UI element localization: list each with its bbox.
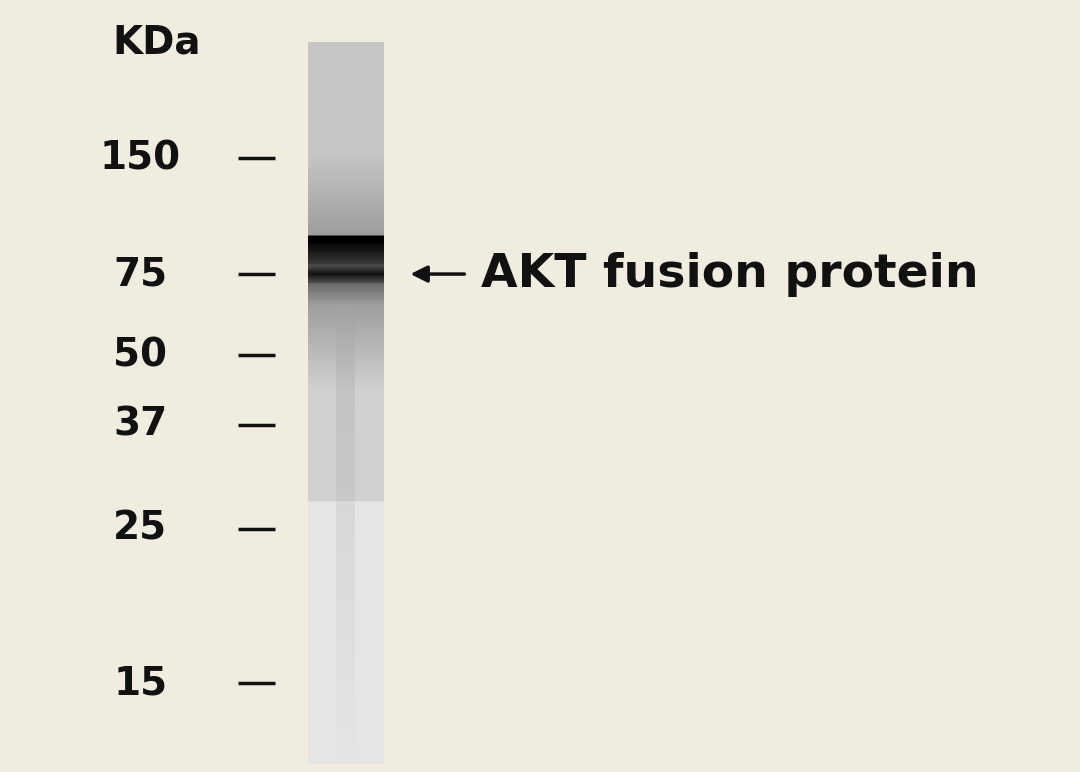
Text: AKT fusion protein: AKT fusion protein xyxy=(481,252,978,296)
Text: 37: 37 xyxy=(113,405,167,444)
Text: 25: 25 xyxy=(113,510,167,548)
Text: 50: 50 xyxy=(113,336,167,374)
Text: KDa: KDa xyxy=(112,23,201,62)
Text: 75: 75 xyxy=(113,255,167,293)
Text: 150: 150 xyxy=(99,139,181,178)
Text: 15: 15 xyxy=(113,664,167,703)
